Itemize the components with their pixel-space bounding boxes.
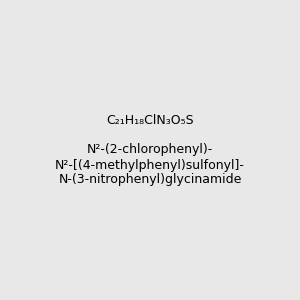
Text: C₂₁H₁₈ClN₃O₅S

N²-(2-chlorophenyl)-
N²-[(4-methylphenyl)sulfonyl]-
N-(3-nitrophe: C₂₁H₁₈ClN₃O₅S N²-(2-chlorophenyl)- N²-[(… xyxy=(55,113,245,187)
